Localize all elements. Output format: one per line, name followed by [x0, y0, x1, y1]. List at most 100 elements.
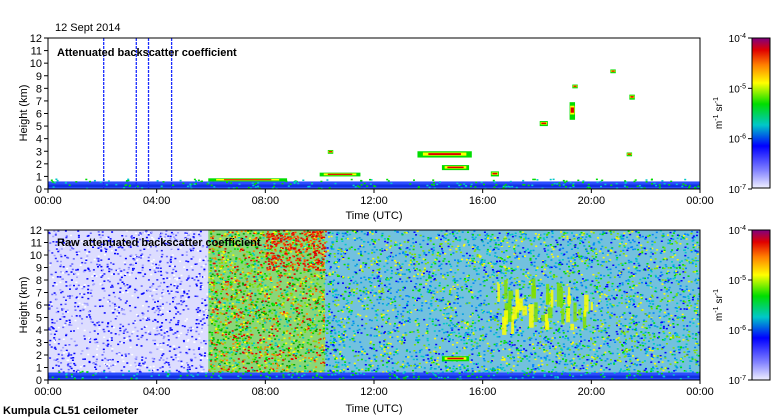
boundary-layer-speck — [123, 187, 126, 189]
noise-speck — [246, 263, 249, 265]
noise-speck — [97, 345, 100, 347]
noise-speck — [94, 363, 97, 365]
noise-speck — [399, 278, 402, 280]
noise-speck — [230, 283, 233, 285]
noise-speck — [108, 300, 111, 303]
noise-speck — [431, 290, 434, 292]
noise-speck — [673, 274, 676, 277]
noise-speck — [166, 286, 169, 288]
noise-speck — [234, 266, 236, 268]
noise-speck — [123, 366, 126, 368]
y-tick-label: 9 — [36, 71, 42, 83]
noise-speck — [154, 339, 157, 342]
noise-speck — [285, 354, 287, 357]
noise-speck — [209, 240, 212, 242]
noise-speck — [170, 329, 173, 331]
noise-speck — [221, 368, 224, 371]
noise-speck — [320, 230, 323, 232]
noise-speck — [104, 247, 107, 250]
noise-speck — [245, 367, 247, 370]
noise-speck — [302, 297, 305, 300]
noise-speck — [114, 363, 117, 366]
noise-speck — [186, 340, 189, 342]
noise-speck — [150, 231, 153, 233]
noise-speck — [263, 292, 266, 294]
noise-speck — [240, 237, 243, 239]
noise-speck — [251, 284, 254, 286]
noise-speck — [247, 336, 250, 338]
noise-speck — [139, 369, 141, 371]
noise-speck — [509, 356, 512, 359]
noise-speck — [319, 277, 322, 279]
noise-speck — [232, 236, 235, 238]
noise-speck — [385, 278, 388, 281]
noise-speck — [52, 241, 55, 243]
noise-speck — [126, 284, 129, 286]
boundary-layer-speck — [387, 180, 390, 182]
noise-speck — [361, 255, 364, 257]
noise-speck — [300, 332, 302, 334]
noise-speck — [160, 314, 163, 317]
noise-speck — [288, 282, 291, 284]
noise-speck — [564, 272, 567, 275]
noise-speck — [329, 352, 332, 355]
noise-speck — [269, 293, 272, 295]
noise-speck — [242, 293, 245, 295]
y-tick-label: 0 — [36, 184, 42, 196]
noise-speck — [259, 252, 262, 254]
boundary-layer-speck — [511, 185, 514, 188]
noise-speck — [360, 230, 363, 233]
noise-speck — [107, 300, 109, 303]
noise-speck — [256, 318, 259, 320]
noise-speck — [95, 358, 98, 361]
boundary-layer-speck — [370, 179, 373, 181]
boundary-layer-speck — [210, 184, 213, 187]
noise-speck — [293, 339, 296, 342]
noise-speck — [211, 316, 214, 318]
noise-speck — [663, 293, 666, 295]
noise-speck — [603, 369, 606, 371]
noise-speck — [365, 367, 368, 370]
boundary-layer-speck — [572, 185, 575, 188]
noise-speck — [276, 330, 279, 332]
noise-speck — [375, 360, 378, 362]
noise-speck — [282, 343, 285, 346]
noise-speck — [316, 354, 319, 356]
noise-speck — [115, 306, 118, 309]
noise-speck — [123, 283, 125, 285]
noise-speck — [593, 247, 596, 250]
y-axis-label: Height (km) — [18, 85, 30, 142]
noise-speck — [240, 312, 243, 314]
noise-speck — [90, 320, 93, 323]
noise-speck — [252, 252, 254, 255]
noise-speck — [98, 365, 101, 367]
noise-speck — [244, 259, 246, 261]
noise-speck — [318, 236, 321, 239]
noise-speck — [178, 346, 181, 349]
noise-speck — [318, 314, 321, 316]
noise-speck — [287, 252, 290, 254]
boundary-layer-speck — [68, 184, 71, 186]
noise-speck — [49, 301, 52, 303]
noise-speck — [313, 330, 316, 333]
noise-speck — [134, 361, 137, 364]
noise-speck — [150, 295, 153, 297]
noise-speck — [379, 342, 381, 345]
noise-speck — [669, 338, 672, 341]
noise-speck — [49, 344, 51, 346]
noise-speck — [133, 259, 136, 261]
noise-speck — [109, 246, 111, 248]
noise-speck — [200, 285, 203, 287]
noise-speck — [579, 239, 582, 242]
noise-speck — [261, 288, 264, 290]
noise-speck — [301, 334, 304, 336]
noise-speck — [64, 322, 67, 325]
noise-speck — [441, 248, 443, 250]
noise-speck — [225, 310, 228, 312]
noise-speck — [247, 357, 250, 359]
noise-speck — [61, 278, 64, 280]
noise-speck — [182, 339, 185, 342]
noise-speck — [227, 265, 230, 268]
boundary-layer-speck — [572, 182, 575, 185]
